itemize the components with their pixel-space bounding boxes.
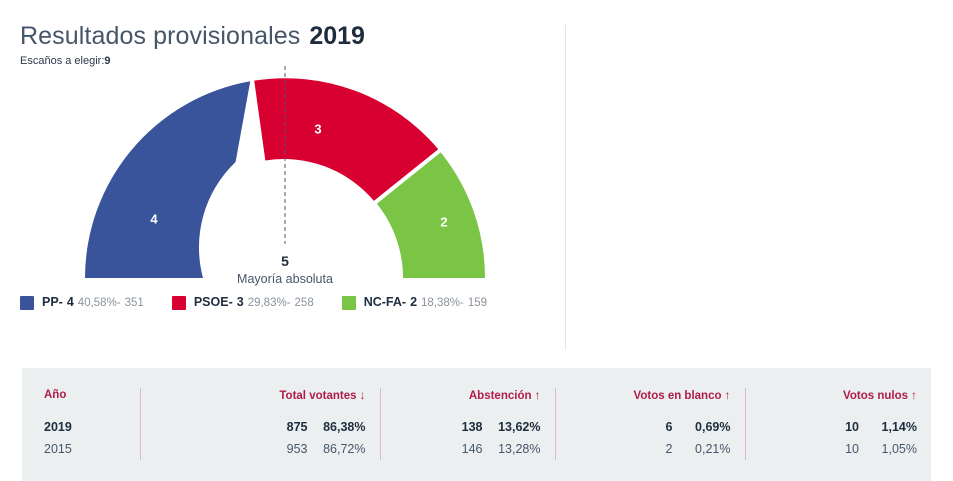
sort-desc-icon-total-votantes[interactable]: ↓: [359, 388, 366, 402]
cell-votos-nulos-count: 10: [845, 420, 859, 434]
legend-swatch-icon-pp-left: [20, 296, 34, 310]
cell-total-votantes-count: 953: [286, 442, 308, 456]
cell-votos-en-blanco-pct: 0,21%: [695, 442, 731, 456]
cell-votos-nulos: 10 1,05%: [745, 438, 931, 460]
panel-year-left: 2019: [309, 22, 365, 50]
results-panel-provisional: Resultados provisionales 2019 Escaños a …: [0, 0, 565, 360]
column-header-year-label: Año: [44, 389, 67, 401]
legend-item-psoe-left[interactable]: PSOE- 3 29,83%- 258: [171, 295, 314, 310]
cell-abstencion: 138 13,62%: [380, 416, 556, 438]
gauge-segment-pp-left[interactable]: [85, 81, 251, 278]
legend-party-pp-left: PP-: [42, 295, 63, 310]
seat-gauge-left: 4 3 2 5 Mayoría absoluta: [60, 66, 510, 296]
legend-pct-psoe-left: 29,83%-: [247, 297, 291, 310]
column-header-total-votantes-label: Total votantes: [279, 390, 357, 402]
legend-votes-ncfa-left: 159: [467, 297, 488, 310]
table-row[interactable]: 2019 875 86,38% 138 13,62%: [22, 416, 931, 438]
cell-votos-en-blanco: 6 0,69%: [555, 416, 746, 438]
cell-abstencion-pct: 13,62%: [498, 420, 541, 434]
legend-item-pp-left[interactable]: PP- 4 40,58%- 351: [20, 296, 144, 310]
gauge-seat-label-psoe-left: 3: [314, 121, 321, 136]
legend-left: PP- 4 40,58%- 351 PSOE- 3 29,83%- 258: [20, 296, 550, 310]
cell-total-votantes-pct: 86,72%: [323, 442, 366, 456]
legend-party-ncfa-left: NC-FA-: [363, 295, 407, 310]
seats-to-elect-value-left: 9: [104, 55, 111, 67]
cell-year: 2019: [22, 416, 141, 438]
legend-item-ncfa-left[interactable]: NC-FA- 2 18,38%- 159: [341, 295, 488, 310]
table-row[interactable]: 2015 953 86,72% 146 13,28%: [22, 438, 931, 460]
gauge-segment-psoe-left[interactable]: [254, 78, 439, 201]
cell-total-votantes-pct: 86,38%: [323, 420, 366, 434]
cell-votos-en-blanco-count: 2: [665, 442, 673, 456]
panel-heading-left: Resultados provisionales 2019 Escaños a …: [20, 22, 365, 67]
column-header-abstencion[interactable]: Abstención ↑: [380, 388, 556, 416]
majority-value-left: 5: [281, 253, 289, 269]
participation-table: Año Total votantes ↓ Abstención ↑ Votos en…: [22, 388, 931, 460]
seats-to-elect-label-left: Escaños a elegir:: [20, 55, 105, 67]
cell-abstencion-count: 138: [461, 420, 483, 434]
legend-party-psoe-left: PSOE-: [193, 295, 233, 310]
cell-abstencion-count: 146: [461, 442, 483, 456]
seats-to-elect-left: Escaños a elegir:9: [20, 55, 365, 67]
cell-total-votantes: 953 86,72%: [140, 438, 381, 460]
gauge-segment-ncfa-left[interactable]: [376, 152, 486, 278]
column-header-votos-en-blanco[interactable]: Votos en blanco ↑: [555, 388, 746, 416]
table-header-row: Año Total votantes ↓ Abstención ↑ Votos en…: [22, 388, 931, 416]
cell-votos-en-blanco: 2 0,21%: [555, 438, 746, 460]
cell-abstencion: 146 13,28%: [380, 438, 556, 460]
sort-asc-icon-votos-en-blanco[interactable]: ↑: [724, 388, 731, 402]
column-header-votos-en-blanco-label: Votos en blanco: [633, 390, 722, 402]
legend-votes-psoe-left: 258: [294, 297, 314, 310]
legend-seats-psoe-left: 3: [236, 295, 244, 310]
legend-swatch-icon-ncfa-left: [341, 296, 356, 310]
results-panel-definitive: Resultados definitivos 2015 Escaños a el…: [565, 0, 953, 360]
legend-votes-pp-left: 351: [124, 297, 144, 310]
cell-total-votantes-count: 875: [286, 420, 308, 434]
sort-asc-icon-abstencion[interactable]: ↑: [534, 388, 541, 402]
cell-votos-nulos-count: 10: [845, 442, 859, 456]
column-header-year[interactable]: Año: [22, 388, 141, 416]
column-header-total-votantes[interactable]: Total votantes ↓: [140, 388, 381, 416]
panel-title-left: Resultados provisionales: [20, 22, 301, 50]
cell-votos-nulos-pct: 1,05%: [881, 442, 917, 456]
participation-table-panel: Año Total votantes ↓ Abstención ↑ Votos en…: [22, 368, 931, 481]
cell-votos-nulos-pct: 1,14%: [881, 420, 917, 434]
cell-votos-nulos: 10 1,14%: [745, 416, 931, 438]
cell-votos-en-blanco-pct: 0,69%: [695, 420, 731, 434]
panel-divider: [565, 25, 566, 350]
column-header-votos-nulos[interactable]: Votos nulos ↑: [745, 388, 931, 416]
cell-votos-en-blanco-count: 6: [665, 420, 673, 434]
majority-label-left: Mayoría absoluta: [237, 272, 333, 286]
legend-seats-pp-left: 4: [66, 295, 74, 310]
column-header-abstencion-label: Abstención: [468, 390, 532, 402]
legend-pct-ncfa-left: 18,38%-: [421, 297, 464, 310]
sort-asc-icon-votos-nulos[interactable]: ↑: [911, 388, 917, 402]
legend-swatch-icon-psoe-left: [171, 296, 186, 310]
cell-year: 2015: [22, 438, 141, 460]
cell-total-votantes: 875 86,38%: [140, 416, 381, 438]
gauge-seat-label-ncfa-left: 2: [440, 214, 447, 229]
gauge-seat-label-pp-left: 4: [150, 211, 158, 226]
column-header-votos-nulos-label: Votos nulos: [843, 390, 908, 402]
legend-seats-ncfa-left: 2: [410, 295, 418, 310]
legend-pct-pp-left: 40,58%-: [77, 297, 121, 310]
cell-abstencion-pct: 13,28%: [498, 442, 541, 456]
